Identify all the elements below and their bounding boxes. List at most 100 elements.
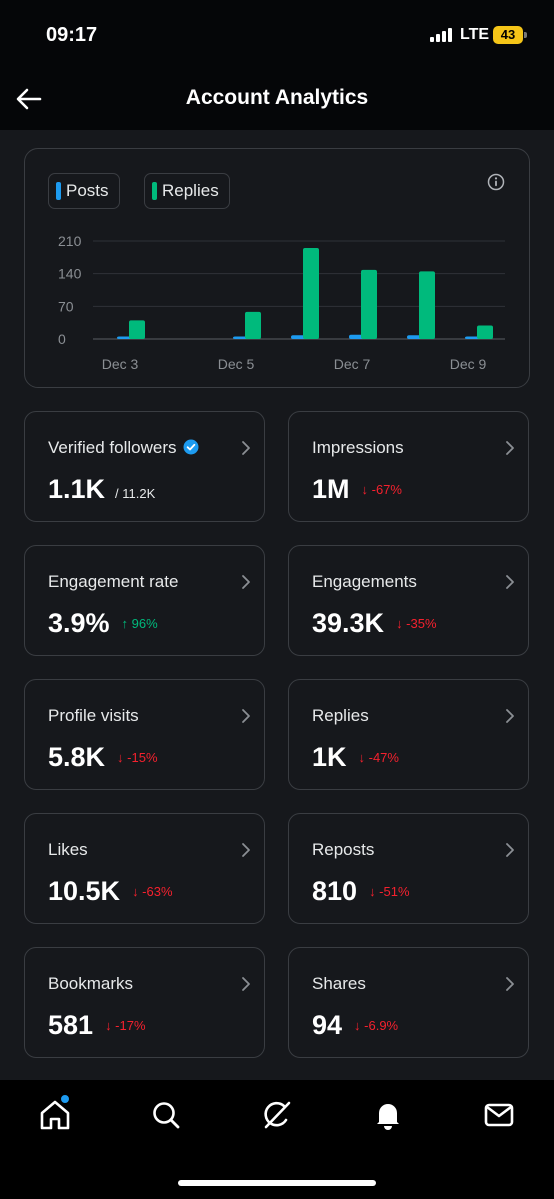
chevron-right-icon (240, 440, 252, 456)
metric-change: ↓ -67% (361, 482, 402, 497)
metric-value: 39.3K ↓ -35% (312, 608, 437, 639)
chevron-right-icon (240, 574, 252, 590)
chevron-right-icon (240, 976, 252, 992)
metric-label-text: Engagements (312, 572, 417, 591)
signal-icon (430, 28, 454, 42)
metric-label: Likes (48, 840, 88, 860)
metric-change: ↓ -63% (132, 884, 173, 899)
x-tick-label: Dec 3 (102, 356, 139, 372)
metric-label: Engagement rate (48, 572, 178, 592)
metric-card-engagement-rate[interactable]: Engagement rate 3.9% ↑ 96% (24, 545, 265, 656)
metric-change: ↓ -15% (117, 750, 158, 765)
metric-value-text: 94 (312, 1010, 343, 1040)
metric-label-text: Profile visits (48, 706, 139, 725)
metric-label: Profile visits (48, 706, 139, 726)
metric-label: Engagements (312, 572, 417, 592)
metric-card-profile-visits[interactable]: Profile visits 5.8K ↓ -15% (24, 679, 265, 790)
nav-home[interactable] (38, 1098, 72, 1132)
verified-badge-icon (183, 439, 199, 455)
chevron-right-icon (504, 708, 516, 724)
metric-value: 94 ↓ -6.9% (312, 1010, 398, 1041)
metric-label-text: Likes (48, 840, 88, 859)
bar-replies-dec-3 (129, 320, 145, 339)
page-title: Account Analytics (185, 86, 369, 109)
metric-value: 810 ↓ -51% (312, 876, 410, 907)
home-notification-badge (60, 1094, 70, 1104)
metric-label-text: Shares (312, 974, 366, 993)
legend-swatch-replies (152, 182, 157, 200)
chevron-right-icon (504, 574, 516, 590)
metric-card-verified-followers[interactable]: Verified followers 1.1K / 11.2K (24, 411, 265, 522)
grok-icon (264, 1101, 291, 1129)
metric-label-text: Impressions (312, 438, 404, 457)
metric-label: Verified followers (48, 438, 199, 458)
search-icon (153, 1102, 180, 1129)
y-tick-label: 70 (58, 298, 74, 314)
metric-label-text: Replies (312, 706, 369, 725)
arrow-left-icon (16, 88, 42, 110)
messages-icon (484, 1103, 514, 1127)
metric-label: Replies (312, 706, 369, 726)
legend-label-replies: Replies (162, 181, 219, 200)
metric-change: ↓ -6.9% (354, 1018, 399, 1033)
metric-card-likes[interactable]: Likes 10.5K ↓ -63% (24, 813, 265, 924)
bottom-nav (0, 1080, 554, 1199)
info-icon[interactable] (487, 173, 505, 191)
bar-replies-dec-6 (303, 248, 319, 339)
home-icon (40, 1100, 70, 1130)
metric-value-text: 10.5K (48, 876, 121, 906)
nav-notifications[interactable] (371, 1098, 405, 1132)
metric-total: / 11.2K (115, 486, 156, 501)
metric-label: Bookmarks (48, 974, 133, 994)
status-bar: 09:17 LTE 43 (0, 0, 554, 72)
chevron-right-icon (504, 976, 516, 992)
metric-change: ↑ 96% (121, 616, 158, 631)
metric-change: ↓ -17% (105, 1018, 146, 1033)
metric-card-bookmarks[interactable]: Bookmarks 581 ↓ -17% (24, 947, 265, 1058)
legend-posts[interactable]: Posts (48, 173, 120, 209)
legend-replies[interactable]: Replies (144, 173, 230, 209)
chevron-right-icon (504, 842, 516, 858)
x-tick-label: Dec 7 (334, 356, 371, 372)
metric-change: ↓ -51% (369, 884, 410, 899)
metric-value-text: 810 (312, 876, 358, 906)
metric-card-shares[interactable]: Shares 94 ↓ -6.9% (288, 947, 529, 1058)
chevron-right-icon (240, 708, 252, 724)
metric-label: Impressions (312, 438, 404, 458)
bar-posts-dec-3 (117, 336, 133, 339)
metric-card-impressions[interactable]: Impressions 1M ↓ -67% (288, 411, 529, 522)
bar-replies-dec-9 (477, 325, 493, 339)
metric-value: 10.5K ↓ -63% (48, 876, 173, 907)
back-button[interactable] (14, 84, 44, 114)
metric-value-text: 581 (48, 1010, 94, 1040)
metric-change: ↓ -47% (358, 750, 399, 765)
metric-label-text: Verified followers (48, 438, 177, 457)
metric-card-replies[interactable]: Replies 1K ↓ -47% (288, 679, 529, 790)
y-tick-label: 0 (58, 331, 66, 347)
analytics-content: 210 140 70 0 Dec 3 Dec 5 Dec 7 Dec 9 Posts Repl… (0, 130, 554, 1080)
notifications-icon (377, 1104, 399, 1130)
x-tick-label: Dec 5 (218, 356, 255, 372)
metric-card-reposts[interactable]: Reposts 810 ↓ -51% (288, 813, 529, 924)
chevron-right-icon (504, 440, 516, 456)
bar-chart: 210 140 70 0 Dec 3 Dec 5 Dec 7 Dec 9 (58, 233, 505, 372)
metric-value: 1.1K / 11.2K (48, 474, 155, 505)
metric-value-text: 3.9% (48, 608, 110, 638)
nav-messages[interactable] (482, 1098, 516, 1132)
metric-card-engagements[interactable]: Engagements 39.3K ↓ -35% (288, 545, 529, 656)
metric-label-text: Engagement rate (48, 572, 179, 591)
metric-label-text: Reposts (312, 840, 375, 859)
legend-swatch-posts (56, 182, 61, 200)
metric-value: 1M ↓ -67% (312, 474, 402, 505)
metric-value: 1K ↓ -47% (312, 742, 399, 773)
metric-value: 581 ↓ -17% (48, 1010, 146, 1041)
legend-label-posts: Posts (66, 181, 109, 200)
metric-value: 3.9% ↑ 96% (48, 608, 158, 639)
y-tick-label: 210 (58, 233, 82, 249)
metric-value-text: 1M (312, 474, 350, 504)
y-tick-label: 140 (58, 266, 82, 282)
nav-grok[interactable] (260, 1098, 294, 1132)
header: Account Analytics (0, 72, 554, 130)
nav-search[interactable] (149, 1098, 183, 1132)
metric-value-text: 5.8K (48, 742, 106, 772)
